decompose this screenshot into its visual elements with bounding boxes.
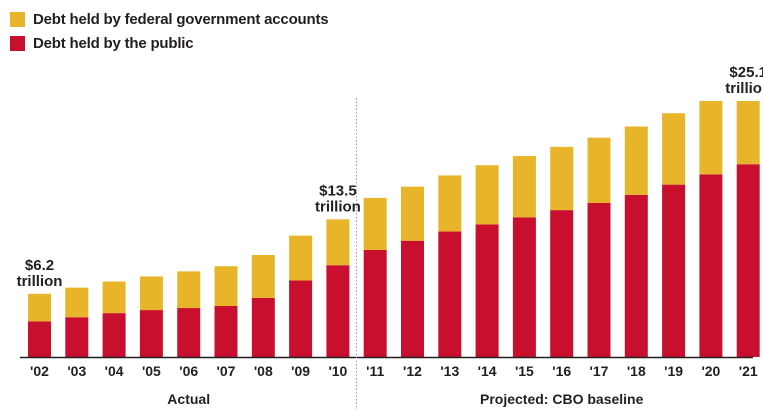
x-tick-label: '10 xyxy=(328,363,347,379)
bar-government-19 xyxy=(736,100,760,165)
bar-public-13 xyxy=(512,217,536,357)
total-label-unit-2: trillion xyxy=(725,80,763,97)
x-tick-label: '08 xyxy=(254,363,273,379)
bar-government-6 xyxy=(251,255,275,298)
bar-public-7 xyxy=(289,280,313,357)
bar-government-7 xyxy=(289,235,313,281)
bar-public-17 xyxy=(662,184,686,357)
x-tick-label: '13 xyxy=(440,363,459,379)
bar-government-9 xyxy=(363,197,387,250)
bar-public-2 xyxy=(102,313,126,357)
bar-public-10 xyxy=(401,240,424,357)
bar-government-15 xyxy=(587,137,611,203)
bar-public-8 xyxy=(326,265,350,357)
bar-public-14 xyxy=(550,210,574,357)
legend-label-public: Debt held by the public xyxy=(33,35,194,52)
bar-public-16 xyxy=(624,194,648,357)
x-tick-label: '03 xyxy=(67,363,86,379)
bar-government-3 xyxy=(139,276,163,311)
bar-government-0 xyxy=(28,293,51,322)
bar-public-5 xyxy=(214,306,238,357)
legend-swatch-public xyxy=(10,36,25,51)
bar-government-18 xyxy=(699,100,723,175)
total-label-value-0: $6.2 xyxy=(25,257,54,274)
x-tick-label: '18 xyxy=(627,363,646,379)
bar-public-1 xyxy=(65,317,89,357)
bar-public-4 xyxy=(177,308,201,357)
x-tick-label: '15 xyxy=(515,363,534,379)
bar-government-4 xyxy=(177,271,201,309)
legend-item-government-accounts: Debt held by federal government accounts xyxy=(10,11,329,28)
bar-government-16 xyxy=(624,126,648,195)
x-tick-label: '21 xyxy=(739,363,758,379)
bar-public-18 xyxy=(699,174,723,357)
x-tick-label: '02 xyxy=(30,363,49,379)
x-tick-label: '12 xyxy=(403,363,422,379)
bar-government-11 xyxy=(438,175,462,232)
bar-public-6 xyxy=(251,297,275,357)
legend-swatch-government-accounts xyxy=(10,12,25,27)
bar-public-9 xyxy=(363,249,387,357)
section-label-projected: Projected: CBO baseline xyxy=(480,391,644,407)
bar-public-15 xyxy=(587,202,611,357)
total-label-value-1: $13.5 xyxy=(319,182,357,199)
x-tick-label: '14 xyxy=(478,363,497,379)
total-label-value-2: $25.1 xyxy=(729,64,763,81)
bar-government-17 xyxy=(662,113,686,185)
bar-government-10 xyxy=(401,186,424,241)
x-tick-label: '04 xyxy=(105,363,124,379)
x-tick-label: '07 xyxy=(217,363,236,379)
legend-item-public: Debt held by the public xyxy=(10,35,194,52)
x-tick-label: '11 xyxy=(366,363,384,379)
bar-public-11 xyxy=(438,231,462,357)
x-tick-label: '17 xyxy=(590,363,609,379)
x-tick-label: '16 xyxy=(552,363,571,379)
x-tick-label: '20 xyxy=(701,363,720,379)
x-tick-label: '19 xyxy=(664,363,683,379)
bar-government-8 xyxy=(326,219,350,266)
section-label-actual: Actual xyxy=(167,391,210,407)
bar-public-3 xyxy=(139,310,163,357)
bar-public-0 xyxy=(28,321,51,357)
bar-government-5 xyxy=(214,266,238,306)
x-tick-label: '09 xyxy=(291,363,310,379)
total-label-unit-1: trillion xyxy=(315,198,361,215)
bar-government-12 xyxy=(475,165,499,225)
legend-label-government-accounts: Debt held by federal government accounts xyxy=(33,11,329,28)
total-label-unit-0: trillion xyxy=(17,273,63,290)
x-tick-label: '06 xyxy=(179,363,198,379)
bar-government-14 xyxy=(550,146,574,211)
x-tick-label: '05 xyxy=(142,363,161,379)
bar-government-13 xyxy=(512,156,536,218)
bar-government-1 xyxy=(65,287,89,318)
bar-public-19 xyxy=(736,164,760,357)
bar-public-12 xyxy=(475,224,499,357)
bar-government-2 xyxy=(102,281,126,314)
